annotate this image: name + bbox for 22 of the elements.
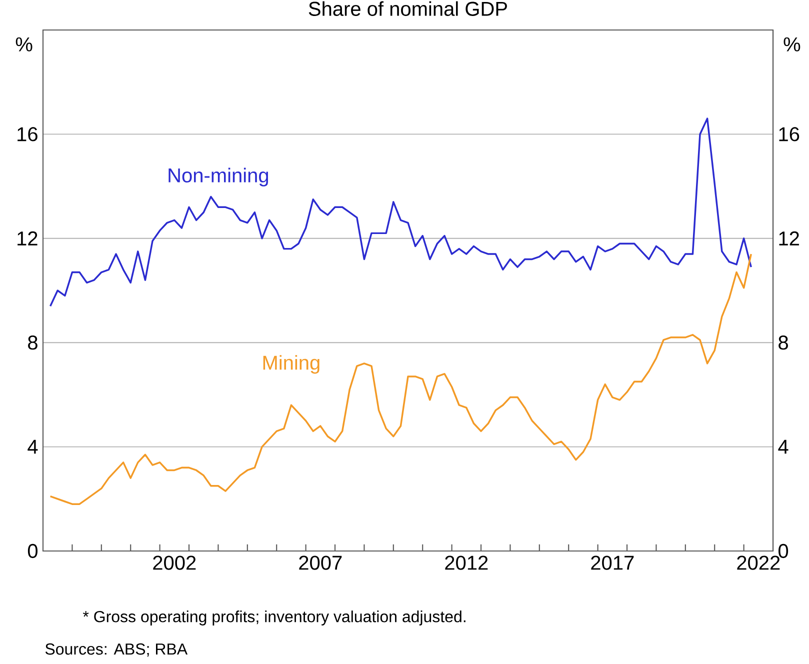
source-note: Sources: ABS; RBA xyxy=(45,643,188,657)
series-label: Non-mining xyxy=(168,168,268,186)
y2-tick-label: 16 xyxy=(779,127,800,142)
y2-tick-label: 0 xyxy=(778,544,788,558)
y2-tick-label: 8 xyxy=(778,336,788,350)
chart-title: Share of nominal GDP xyxy=(308,1,507,16)
x-tick-label: 2022 xyxy=(737,556,780,570)
y-tick-label: 0 xyxy=(28,544,38,558)
series-label: Mining xyxy=(263,355,320,374)
x-tick-label: 2007 xyxy=(299,556,342,570)
y2-axis-title: % xyxy=(784,37,800,52)
y2-tick-label: 4 xyxy=(778,440,788,454)
y-tick-label: 12 xyxy=(18,231,38,246)
x-tick-label: 2002 xyxy=(153,556,196,570)
y-axis-title: % xyxy=(16,37,32,52)
x-tick-label: 2012 xyxy=(445,556,488,570)
text: * Gross operating profits; inventory valuation adjusted. xyxy=(82,610,466,626)
y2-tick-label: 12 xyxy=(779,231,799,246)
y-tick-label: 16 xyxy=(18,127,38,142)
y-tick-label: 8 xyxy=(28,336,38,350)
y-tick-label: 4 xyxy=(28,440,38,454)
x-tick-label: 2017 xyxy=(591,556,634,570)
